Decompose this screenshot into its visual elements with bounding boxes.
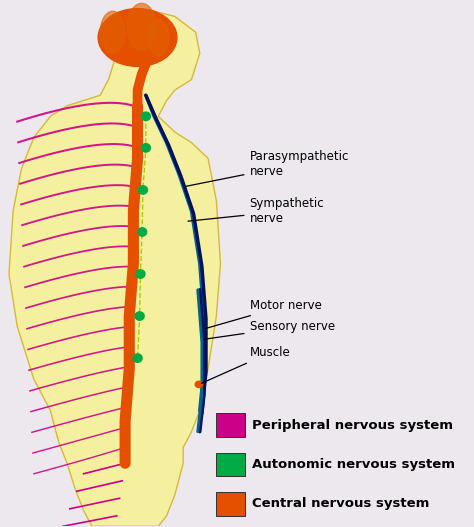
Ellipse shape — [133, 354, 142, 363]
Text: Autonomic nervous system: Autonomic nervous system — [252, 458, 455, 471]
Text: Peripheral nervous system: Peripheral nervous system — [252, 418, 453, 432]
Text: Sympathetic
nerve: Sympathetic nerve — [188, 197, 324, 225]
Ellipse shape — [136, 270, 145, 278]
Ellipse shape — [98, 8, 177, 66]
Ellipse shape — [195, 381, 203, 387]
Text: Central nervous system: Central nervous system — [252, 497, 429, 511]
Ellipse shape — [100, 11, 125, 53]
Ellipse shape — [141, 144, 150, 152]
Ellipse shape — [148, 19, 169, 56]
Text: Parasympathetic
nerve: Parasympathetic nerve — [184, 150, 349, 187]
Ellipse shape — [127, 3, 156, 51]
Polygon shape — [9, 11, 220, 526]
Ellipse shape — [135, 312, 144, 320]
Text: Muscle: Muscle — [201, 346, 290, 383]
Ellipse shape — [138, 186, 147, 194]
Text: Motor nerve: Motor nerve — [206, 299, 321, 328]
FancyBboxPatch shape — [216, 413, 246, 437]
Text: Sensory nerve: Sensory nerve — [204, 320, 335, 339]
FancyBboxPatch shape — [216, 492, 246, 516]
FancyBboxPatch shape — [216, 453, 246, 476]
Ellipse shape — [137, 228, 146, 236]
Ellipse shape — [141, 112, 150, 121]
